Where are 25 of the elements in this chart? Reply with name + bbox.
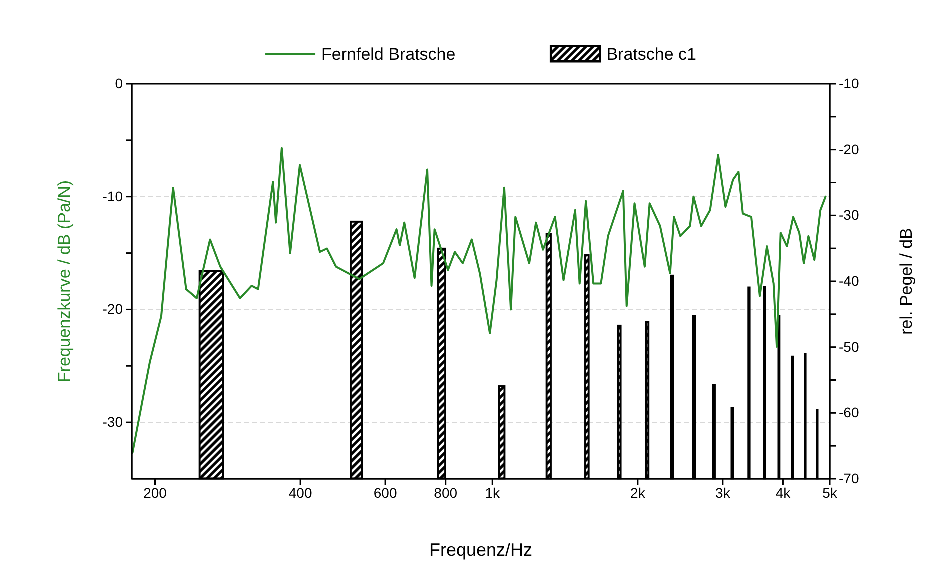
- y-axis-title: Frequenzkurve / dB (Pa/N): [55, 180, 74, 383]
- y-tick-label: -30: [102, 414, 124, 430]
- y-tick-label: 0: [115, 75, 124, 92]
- legend-label: Bratsche c1: [606, 45, 696, 64]
- x-tick-label: 600: [374, 484, 398, 501]
- x-tick-label: 400: [288, 484, 312, 501]
- y2-axis-title: rel. Pegel / dB: [897, 228, 916, 335]
- y2-tick-label: -50: [839, 338, 860, 355]
- x-tick-label: 4k: [776, 484, 792, 501]
- x-tick-label: 2k: [630, 484, 646, 501]
- x-axis-title: Frequenz/Hz: [429, 540, 533, 560]
- y2-tick-label: -10: [839, 75, 860, 92]
- y2-tick-label: -20: [839, 141, 860, 158]
- y2-tick-label: -70: [839, 470, 860, 486]
- y2-tick-label: -60: [839, 404, 860, 421]
- y-tick-label: -10: [102, 188, 124, 204]
- y2-tick-label: -40: [839, 272, 860, 289]
- x-tick-label: 5k: [822, 484, 838, 501]
- y-tick-label: -20: [102, 301, 124, 318]
- x-tick-label: 200: [144, 484, 168, 501]
- x-tick-label: 1k: [485, 484, 502, 501]
- x-tick-label: 3k: [716, 484, 732, 501]
- x-tick-label: 800: [434, 484, 458, 501]
- legend-label: Fernfeld Bratsche: [322, 45, 456, 64]
- y2-tick-label: -30: [839, 207, 860, 224]
